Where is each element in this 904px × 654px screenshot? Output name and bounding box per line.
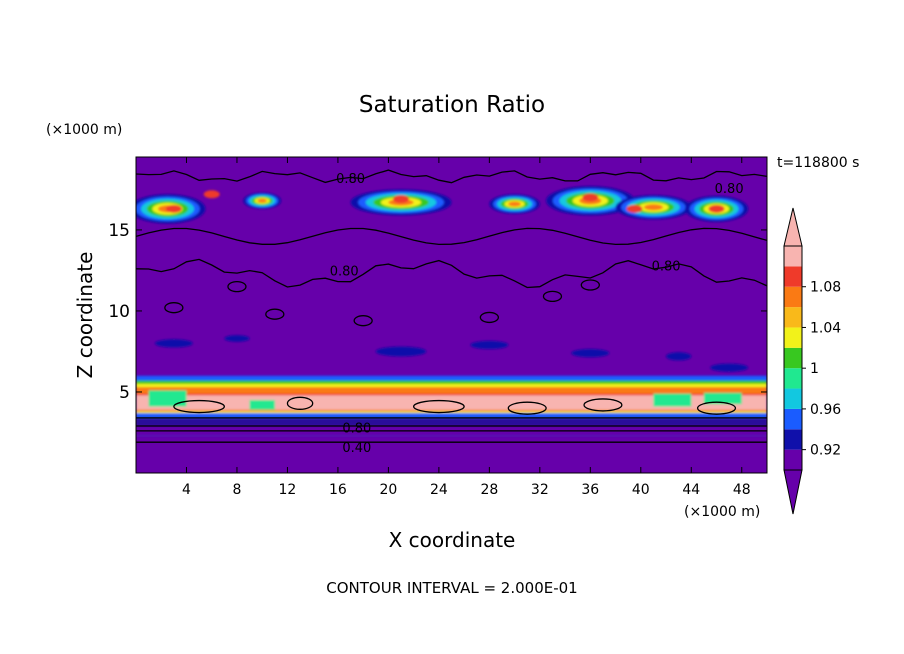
contour-loop: [580, 279, 600, 291]
field-band-low: [136, 417, 767, 427]
field-blotch: [571, 349, 610, 358]
colorbar-bottom-arrow: [783, 469, 803, 515]
chart-title: Saturation Ratio: [359, 92, 545, 118]
x-tick-label: 40: [632, 482, 650, 498]
field-cloud: [643, 204, 663, 211]
colorbar-swatch: [784, 266, 802, 287]
colorbar-swatch: [784, 449, 802, 470]
field-cloud-core: [626, 204, 643, 213]
colorbar-top-arrow: [783, 207, 803, 247]
y-axis-label: Z coordinate: [73, 252, 97, 379]
x-axis-unit: (×1000 m): [684, 504, 760, 520]
colorbar-swatch: [784, 408, 802, 430]
contour-label: 0.80: [652, 260, 681, 275]
x-tick-label: 48: [733, 482, 751, 498]
field-blotch: [710, 363, 749, 372]
field-layer: [136, 375, 767, 384]
field-cloud-core: [582, 193, 599, 202]
contour-loop: [265, 308, 285, 320]
colorbar-label: 1.04: [810, 320, 841, 336]
contour-loop: [583, 398, 623, 412]
contour-line-upper: [136, 169, 767, 184]
x-tick-label: 4: [182, 482, 191, 498]
y-tick-label: 15: [108, 221, 130, 241]
heatmap-field: [136, 157, 767, 473]
colorbar-swatch: [784, 388, 802, 409]
field-blotch: [154, 339, 193, 348]
contour-loop: [479, 311, 500, 324]
x-tick-label: 28: [480, 482, 498, 498]
contour-loop: [353, 315, 373, 327]
field-blotch: [470, 340, 509, 350]
contour-loop: [507, 401, 547, 415]
x-tick-label: 32: [531, 482, 549, 498]
footer-note: CONTOUR INTERVAL = 2.000E-01: [326, 579, 577, 597]
x-tick-label: 20: [379, 482, 397, 498]
contour-loop: [696, 401, 737, 415]
colorbar-swatch: [784, 327, 802, 348]
y-tick-label: 5: [119, 383, 130, 403]
field-patch: [148, 390, 187, 407]
field-cloud-core: [708, 204, 725, 213]
y-tick-label: 10: [108, 302, 130, 322]
x-tick-label: 36: [581, 482, 599, 498]
colorbar-swatch: [784, 429, 802, 450]
contour-line-mid: [136, 227, 767, 246]
field-blotch: [224, 335, 250, 342]
colorbar-swatch: [784, 307, 802, 328]
colorbar-swatch: [784, 368, 802, 389]
field-cloud: [508, 201, 521, 207]
colorbar-swatch: [784, 286, 802, 308]
field-blotch: [666, 352, 692, 361]
contour-loop: [173, 399, 225, 414]
x-tick-label: 8: [232, 482, 241, 498]
colorbar-label: 1.08: [810, 280, 841, 296]
colorbar-label: 0.92: [810, 443, 841, 459]
x-axis-label: X coordinate: [389, 528, 516, 552]
contour-loop: [542, 290, 563, 303]
contour-label: 0.80: [715, 182, 744, 197]
contour-label: 0.40: [342, 441, 371, 456]
field-patch: [703, 392, 742, 405]
contour-loop: [164, 302, 184, 314]
field-patch: [653, 393, 692, 407]
colorbar-label: 1: [810, 361, 819, 377]
field-cloud-core: [393, 195, 410, 204]
contour-loop: [286, 396, 314, 410]
time-label: t=118800 s: [777, 155, 859, 171]
contour-line-mid: [136, 258, 767, 289]
field-cloud-core: [203, 190, 220, 199]
x-tick-label: 44: [682, 482, 700, 498]
field-layer: [136, 413, 767, 418]
field-band-low: [136, 434, 767, 438]
plot-frame: [135, 156, 768, 474]
field-blotch: [375, 346, 427, 357]
contour-label: 0.80: [342, 422, 371, 437]
x-tick-label: 12: [279, 482, 297, 498]
colorbar-swatch: [784, 246, 802, 267]
colorbar: 0.92 0.96 1 1.04 1.08: [783, 207, 841, 515]
field-patch: [249, 400, 275, 410]
contour-loop: [227, 280, 247, 293]
x-tick-label: 16: [329, 482, 347, 498]
colorbar-label: 0.96: [810, 402, 841, 418]
field-cloud-core: [165, 204, 182, 213]
contour-loop: [412, 399, 465, 414]
x-tick-label: 24: [430, 482, 448, 498]
field-cloud: [257, 198, 267, 203]
contour-label: 0.80: [336, 172, 365, 187]
colorbar-swatch: [784, 347, 802, 369]
y-axis-unit: (×1000 m): [46, 122, 122, 138]
colorbar-frame: [783, 245, 803, 471]
contour-label: 0.80: [330, 264, 359, 279]
